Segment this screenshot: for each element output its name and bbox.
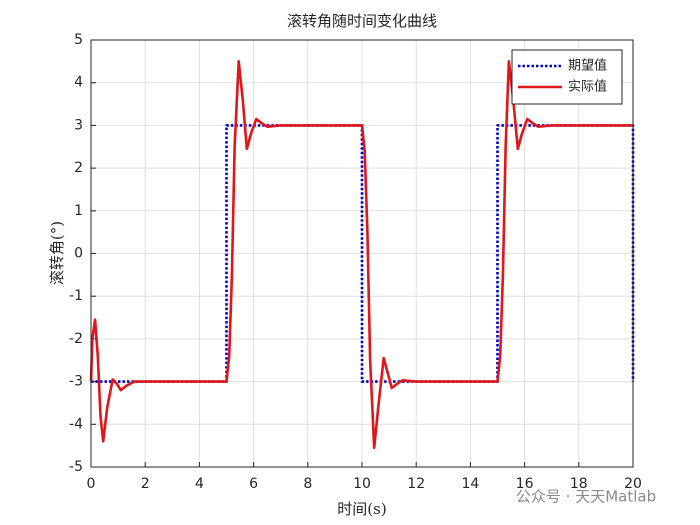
x-tick-label: 20 xyxy=(624,476,642,492)
y-tick-label: 2 xyxy=(74,160,83,176)
y-tick-label: 4 xyxy=(74,75,83,91)
chart-title: 滚转角随时间变化曲线 xyxy=(287,12,437,30)
x-tick-label: 12 xyxy=(407,476,425,492)
y-tick-label: -2 xyxy=(69,331,83,347)
legend-box xyxy=(511,49,623,105)
x-tick-label: 4 xyxy=(195,476,204,492)
axes-box xyxy=(90,39,634,468)
x-tick-label: 2 xyxy=(141,476,150,492)
y-tick-label: -1 xyxy=(69,288,83,304)
series-line xyxy=(89,60,633,450)
x-tick-label: 14 xyxy=(461,476,479,492)
y-tick-label: 3 xyxy=(74,117,83,133)
y-tick-label: 5 xyxy=(74,32,83,48)
legend-label: 期望值 xyxy=(568,58,607,74)
x-tick-label: 10 xyxy=(353,476,371,492)
legend-label: 实际值 xyxy=(568,79,607,95)
watermark: 公众号 · 天天Matlab xyxy=(516,488,656,506)
y-axis-label: 滚转角(°) xyxy=(48,221,66,285)
x-axis-label: 时间(s) xyxy=(337,500,386,518)
x-tick-label: 6 xyxy=(249,476,258,492)
y-tick-label: -5 xyxy=(69,459,83,475)
y-tick-label: -3 xyxy=(69,374,83,390)
y-tick-label: 1 xyxy=(74,203,83,219)
y-tick-label: 0 xyxy=(74,246,83,262)
x-tick-label: 8 xyxy=(303,476,312,492)
x-tick-label: 18 xyxy=(570,476,588,492)
x-tick-label: 16 xyxy=(516,476,534,492)
x-tick-label: 0 xyxy=(87,476,96,492)
y-tick-label: -4 xyxy=(69,416,83,432)
